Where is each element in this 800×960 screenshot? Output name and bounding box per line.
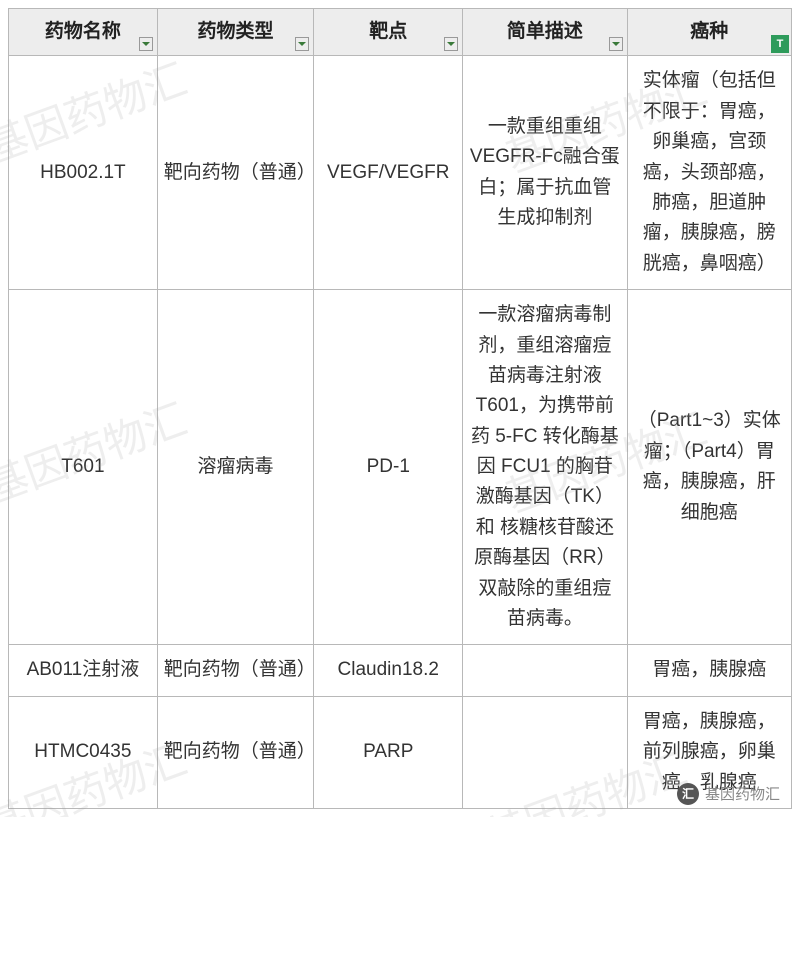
footer-logo-icon: 汇: [677, 783, 699, 805]
cell-desc: 一款溶瘤病毒制剂，重组溶瘤痘苗病毒注射液T601，为携带前药 5-FC 转化酶基…: [463, 290, 627, 645]
cell-cancer: （Part1~3）实体瘤；（Part4）胃癌，胰腺癌，肝细胞癌: [627, 290, 791, 645]
column-header-label: 简单描述: [507, 21, 583, 42]
cell-cancer: 胃癌，胰腺癌: [627, 645, 791, 696]
column-header[interactable]: 癌种 T: [627, 9, 791, 56]
filter-dropdown-icon[interactable]: [609, 37, 623, 51]
cell-type: 靶向药物（普通）: [157, 696, 314, 808]
cell-desc: [463, 645, 627, 696]
cell-type: 溶瘤病毒: [157, 290, 314, 645]
cell-name: HB002.1T: [9, 56, 158, 290]
cell-name: AB011注射液: [9, 645, 158, 696]
column-header-label: 靶点: [369, 21, 407, 42]
table-row: HB002.1T靶向药物（普通）VEGF/VEGFR一款重组重组VEGFR-Fc…: [9, 56, 792, 290]
cell-target: PD-1: [314, 290, 463, 645]
cell-target: PARP: [314, 696, 463, 808]
table-row: AB011注射液靶向药物（普通）Claudin18.2 胃癌，胰腺癌: [9, 645, 792, 696]
column-header-label: 药物类型: [198, 21, 274, 42]
filter-dropdown-icon[interactable]: [139, 37, 153, 51]
footer-text: 基因药物汇: [705, 783, 780, 804]
cell-type: 靶向药物（普通）: [157, 645, 314, 696]
filter-dropdown-icon[interactable]: [295, 37, 309, 51]
column-header[interactable]: 简单描述: [463, 9, 627, 56]
cell-type: 靶向药物（普通）: [157, 56, 314, 290]
column-header-label: 药物名称: [45, 21, 121, 42]
cell-cancer: 实体瘤（包括但不限于：胃癌，卵巢癌，宫颈癌，头颈部癌，肺癌，胆道肿瘤，胰腺癌，膀…: [627, 56, 791, 290]
filter-dropdown-icon[interactable]: [444, 37, 458, 51]
column-header[interactable]: 药物类型: [157, 9, 314, 56]
table-row: T601溶瘤病毒PD-1一款溶瘤病毒制剂，重组溶瘤痘苗病毒注射液T601，为携带…: [9, 290, 792, 645]
cell-target: Claudin18.2: [314, 645, 463, 696]
table-row: HTMC0435靶向药物（普通）PARP胃癌，胰腺癌，前列腺癌，卵巢癌，乳腺癌: [9, 696, 792, 808]
column-header[interactable]: 药物名称: [9, 9, 158, 56]
cell-desc: [463, 696, 627, 808]
cell-desc: 一款重组重组VEGFR-Fc融合蛋白；属于抗血管生成抑制剂: [463, 56, 627, 290]
column-header-label: 癌种: [690, 21, 728, 42]
cell-name: HTMC0435: [9, 696, 158, 808]
column-header[interactable]: 靶点: [314, 9, 463, 56]
column-badge-icon[interactable]: T: [771, 35, 789, 53]
cell-target: VEGF/VEGFR: [314, 56, 463, 290]
footer-watermark: 汇 基因药物汇: [677, 783, 780, 805]
drug-table: 药物名称药物类型靶点简单描述癌种T HB002.1T靶向药物（普通）VEGF/V…: [8, 8, 792, 809]
cell-name: T601: [9, 290, 158, 645]
